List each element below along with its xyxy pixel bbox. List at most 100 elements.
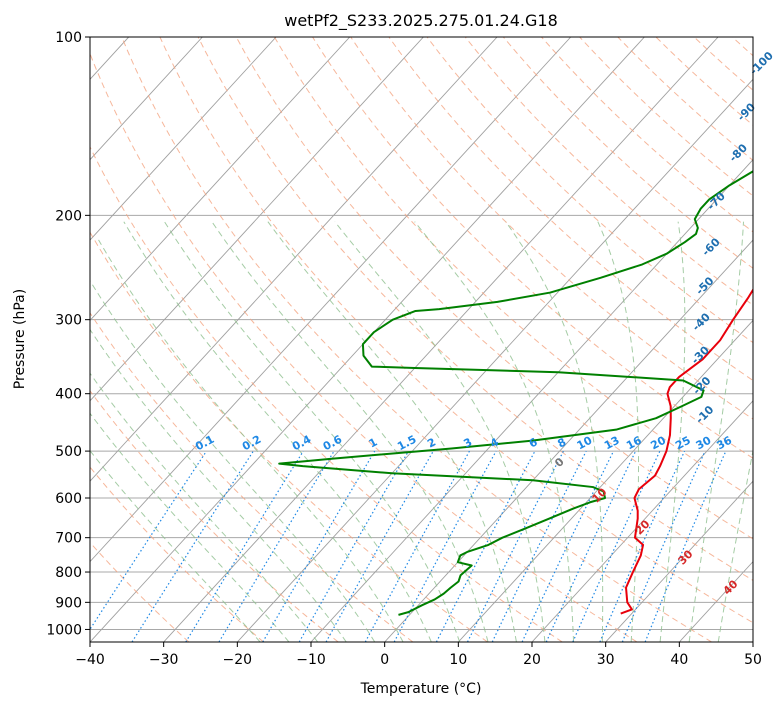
dry-adiabat-line [90,389,339,642]
mixing-ratio-label: 1 [367,435,380,450]
y-tick-label: 200 [55,208,82,224]
mixing-ratio-line [491,450,587,642]
mixing-ratio-label: 10 [575,434,595,453]
mixing-ratio-label: 0.6 [321,433,345,454]
dry-adiabat-line [273,37,753,499]
mixing-ratio-label: 0.1 [193,433,216,454]
moist-adiabat-label: 0 [552,455,567,470]
dry-adiabat-line [731,37,753,57]
mixing-ratio-line [298,450,410,642]
moist-adiabat-line [717,448,753,642]
isotherm-line [90,37,203,161]
dry-adiabat-line [388,37,753,382]
x-axis-ticks: −40 −30 −20 −10 0 10 20 30 40 50 [75,642,762,668]
mixing-ratio-line [364,450,471,642]
isotherm-line [531,400,753,642]
mixing-ratio-label: 25 [673,434,693,453]
dry-adiabat-line [579,37,753,197]
dry-adiabat-line [426,37,753,344]
mixing-ratio-label: 20 [648,434,668,453]
moist-adiabat-line [659,221,686,642]
y-axis-label: Pressure (hPa) [12,289,28,389]
dry-adiabat-label: -10 [693,403,716,426]
mixing-ratio-label: 30 [694,434,714,453]
isotherm-line [90,37,277,241]
y-tick-label: 600 [55,491,82,507]
mixing-ratio-line [393,450,497,642]
mixing-ratio-line [325,450,434,642]
isotherm-line [90,37,424,402]
mixing-ratio-line [644,450,727,642]
mixing-ratio-line [521,450,615,642]
mixing-ratio-label: 0.4 [290,433,314,454]
dry-adiabat-line [121,37,712,642]
y-tick-label: 300 [55,313,82,329]
mixing-ratio-label: 6 [527,435,540,450]
y-tick-label: 400 [55,387,82,403]
background-lines [90,37,775,642]
dry-adiabat-line [90,145,563,642]
moist-adiabat-line [334,221,546,642]
isotherm-line [384,239,753,642]
mixing-ratio-line [131,450,254,642]
moist-adiabat-line [211,221,489,642]
moist-adiabat-label: 40 [721,577,741,597]
mixing-ratio-line [185,450,304,642]
x-tick-label: −40 [75,652,105,668]
x-tick-label: 20 [523,652,541,668]
dry-adiabat-line [541,37,753,233]
x-tick-label: 50 [744,652,762,668]
moist-adiabat-line [90,328,347,642]
dry-adiabat-line [235,37,753,540]
mixing-ratio-label: 16 [624,434,644,453]
x-tick-label: −20 [223,652,253,668]
y-tick-label: 800 [55,565,82,581]
dry-adiabat-line [159,37,753,624]
dry-adiabat-line [90,312,414,642]
moist-adiabat-line [267,221,517,642]
x-tick-label: 0 [380,652,389,668]
isotherm-line [90,37,572,563]
dry-adiabat-line [90,466,264,642]
isotherm-line [605,480,753,642]
mixing-ratio-line [218,450,335,642]
isotherm-line [163,37,719,642]
y-tick-label: 1000 [46,622,82,638]
mixing-ratio-label: 36 [714,434,734,453]
isotherm-line [237,78,753,642]
mixing-ratio-line [599,450,686,642]
dry-adiabat-line [655,37,753,126]
plot-frame [89,36,754,643]
temperature-profile [620,287,753,615]
dry-adiabat-label: -90 [735,100,758,123]
mixing-ratio-line [262,450,376,642]
dry-adiabat-line [770,37,775,642]
moist-adiabat-line [688,221,745,642]
dry-adiabat-label: -30 [689,343,712,366]
dry-adiabat-line [312,37,753,459]
x-tick-label: 40 [670,652,688,668]
dry-adiabat-line [90,231,488,642]
isotherm-line [679,560,753,642]
isotherm-line [90,37,498,482]
x-axis-label: Temperature (°C) [360,681,482,697]
isotherm-line [458,319,753,642]
y-tick-label: 900 [55,595,82,611]
x-tick-label: −30 [149,652,179,668]
dry-adiabat-label: -40 [690,310,713,333]
dry-adiabat-line [197,37,753,581]
y-tick-label: 500 [55,444,82,460]
moist-adiabat-line [90,279,376,642]
dry-adiabat-line [350,37,753,420]
profile-lines [278,170,753,616]
dry-adiabat-line [502,37,753,269]
dry-adiabat-label: -80 [727,141,750,164]
moist-adiabat-line [90,449,261,642]
x-tick-label: −10 [296,652,326,668]
x-tick-label: 10 [449,652,467,668]
dewpoint-profile [278,170,753,616]
moist-adiabat-label: 30 [676,547,696,567]
isotherm-line [752,641,753,642]
moist-adiabat-line [414,221,575,642]
moist-adiabat-line [98,239,404,642]
